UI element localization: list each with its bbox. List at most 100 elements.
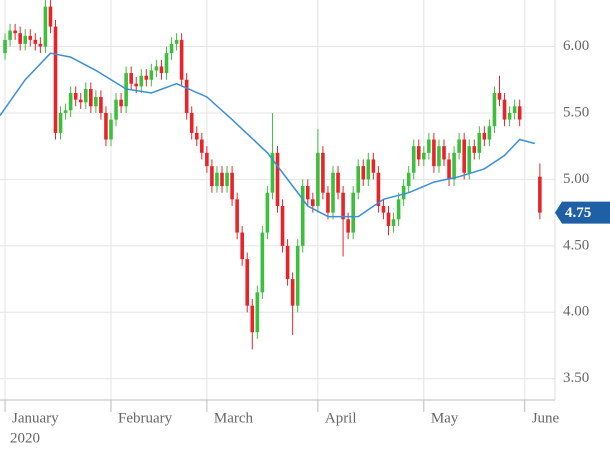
- candle-body: [442, 146, 446, 160]
- candle-body: [512, 106, 517, 113]
- candle-body: [189, 112, 194, 133]
- candle-body: [194, 132, 199, 140]
- candle-body: [336, 172, 340, 193]
- candle-body: [411, 146, 416, 173]
- candle-body: [235, 199, 239, 233]
- candle-body: [366, 159, 371, 180]
- candle-body: [250, 305, 255, 333]
- candle-body: [492, 93, 497, 127]
- candle-body: [472, 146, 477, 153]
- candle-body: [290, 279, 295, 306]
- x-tick-label: June: [532, 410, 560, 426]
- candle-body: [169, 43, 174, 54]
- candle-body: [94, 97, 98, 107]
- x-tick-label: April: [325, 410, 357, 426]
- candle-body: [487, 126, 492, 140]
- y-tick-label: 6.00: [563, 38, 589, 54]
- candle-body: [351, 192, 355, 233]
- candle-body: [406, 172, 411, 187]
- candle-body: [179, 39, 184, 80]
- candle-body: [331, 172, 335, 213]
- candle-body: [184, 79, 189, 113]
- candle-body: [326, 192, 330, 213]
- candle-body: [452, 152, 456, 180]
- candle-body: [104, 112, 108, 140]
- candle-body: [280, 205, 285, 246]
- candle-body: [154, 66, 159, 71]
- candle-body: [240, 232, 244, 260]
- candle-body: [507, 112, 512, 120]
- candle-body: [43, 6, 48, 47]
- price-tag-label: 4.75: [565, 205, 591, 221]
- candle-body: [437, 146, 441, 167]
- candle-body: [416, 146, 421, 160]
- candle-body: [83, 89, 88, 103]
- candle-body: [467, 146, 472, 173]
- candle-body: [174, 39, 179, 44]
- y-tick-label: 4.00: [563, 304, 589, 320]
- candle-body: [210, 166, 214, 187]
- candle-body: [300, 186, 305, 246]
- candle-body: [270, 152, 275, 193]
- x-tick-label: February: [118, 410, 173, 426]
- y-tick-label: 5.00: [563, 171, 589, 187]
- x-year-label: 2020: [10, 430, 40, 446]
- candle-body: [396, 199, 401, 220]
- candle-body: [114, 99, 118, 120]
- candle-body: [159, 66, 164, 74]
- candle-body: [260, 232, 265, 293]
- candle-body: [482, 132, 487, 140]
- candle-body: [321, 152, 325, 193]
- candle-body: [220, 172, 224, 187]
- candle-body: [33, 39, 38, 44]
- x-tick-label: January: [12, 410, 59, 426]
- candle-body: [3, 39, 7, 54]
- candle-body: [13, 30, 17, 34]
- candle-body: [134, 83, 139, 87]
- candle-body: [38, 43, 43, 47]
- candle-body: [109, 119, 113, 140]
- candle-body: [356, 166, 361, 193]
- candle-body: [63, 110, 68, 113]
- candle-body: [48, 6, 53, 27]
- candle-body: [422, 152, 426, 160]
- y-tick-label: 4.50: [563, 237, 589, 253]
- candle-body: [341, 192, 345, 220]
- candle-body: [285, 245, 290, 280]
- y-tick-label: 5.50: [563, 104, 589, 120]
- candle-body: [139, 75, 144, 87]
- candle-body: [346, 219, 350, 233]
- candle-body: [462, 139, 466, 173]
- candle-body: [18, 33, 22, 44]
- candle-body: [401, 186, 406, 200]
- candle-body: [68, 93, 73, 111]
- candle-body: [391, 219, 396, 226]
- candle-body: [99, 97, 103, 113]
- candle-body: [119, 99, 123, 107]
- candle-body: [200, 139, 204, 153]
- candle-body: [305, 186, 310, 200]
- x-tick-label: March: [214, 410, 254, 426]
- candle-body: [225, 172, 229, 187]
- candle-body: [295, 245, 300, 306]
- moving-average-line: [0, 52, 535, 218]
- candle-body: [447, 159, 451, 180]
- candle-body: [457, 139, 461, 153]
- candle-body: [316, 152, 320, 206]
- candle-body: [28, 35, 33, 40]
- candle-body: [371, 159, 376, 173]
- candle-body: [144, 75, 149, 80]
- candle-body: [497, 93, 502, 100]
- candle-body: [164, 53, 169, 74]
- candle-body: [215, 172, 219, 187]
- candle-body: [129, 73, 133, 84]
- candle-body: [432, 139, 436, 167]
- x-tick-label: May: [431, 410, 459, 426]
- candle-body: [8, 30, 12, 40]
- candle-body: [517, 106, 522, 120]
- candle-body: [275, 152, 280, 206]
- y-tick-label: 3.50: [563, 370, 589, 386]
- candle-body: [361, 166, 366, 180]
- candle-body: [58, 112, 63, 133]
